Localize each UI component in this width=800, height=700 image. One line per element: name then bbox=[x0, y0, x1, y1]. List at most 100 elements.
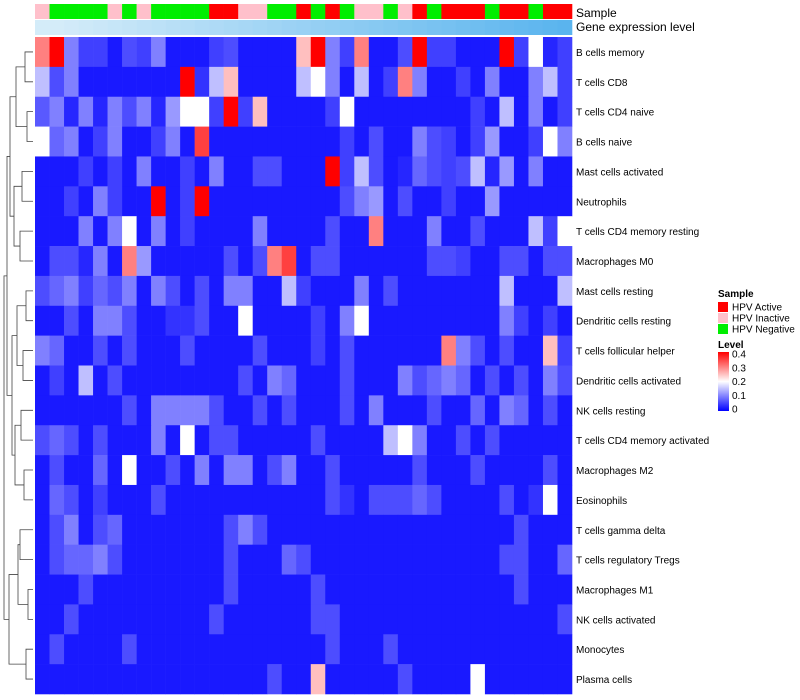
heatmap-cell bbox=[484, 126, 500, 157]
heatmap-cell bbox=[441, 246, 457, 277]
heatmap-cell bbox=[296, 634, 312, 665]
heatmap-cell bbox=[383, 156, 399, 187]
heatmap-cell bbox=[281, 574, 297, 605]
heatmap-cell bbox=[383, 186, 399, 217]
heatmap-cell bbox=[78, 634, 94, 665]
heatmap-cell bbox=[223, 455, 239, 486]
heatmap-cell bbox=[281, 126, 297, 157]
heatmap-cell bbox=[310, 425, 326, 456]
heatmap-cell bbox=[194, 275, 210, 307]
heatmap-cell bbox=[252, 66, 268, 98]
heatmap-cell bbox=[397, 574, 413, 605]
heatmap-cell bbox=[397, 275, 413, 307]
heatmap-cell bbox=[557, 126, 573, 157]
heatmap-cell bbox=[354, 395, 370, 426]
heatmap-cell bbox=[78, 96, 94, 127]
heatmap-cell bbox=[528, 246, 544, 277]
heatmap-cell bbox=[281, 484, 297, 516]
heatmap-cell bbox=[470, 425, 486, 456]
heatmap-cell bbox=[93, 96, 108, 127]
heatmap-cell bbox=[194, 126, 210, 157]
gene-expression-annotation-cell bbox=[470, 20, 486, 35]
heatmap-cell bbox=[513, 66, 529, 98]
sample-annotation-cell bbox=[513, 4, 529, 19]
heatmap-cell bbox=[354, 664, 370, 695]
heatmap-cell bbox=[383, 425, 399, 456]
heatmap-cell bbox=[296, 514, 312, 545]
heatmap-cell bbox=[252, 275, 268, 307]
heatmap-cell bbox=[455, 604, 471, 635]
heatmap-cell bbox=[499, 126, 515, 157]
gene-expression-annotation-bar bbox=[35, 20, 573, 35]
sample-annotation-cell bbox=[325, 4, 341, 19]
heatmap-cell bbox=[180, 634, 195, 665]
heatmap-cell bbox=[281, 305, 297, 336]
heatmap-cell bbox=[310, 126, 326, 157]
sample-annotation-cell bbox=[499, 4, 515, 19]
heatmap-cell bbox=[310, 37, 326, 68]
heatmap-cell bbox=[383, 484, 399, 516]
heatmap-cell bbox=[194, 37, 210, 68]
heatmap-cell bbox=[238, 544, 254, 575]
heatmap-cell bbox=[238, 514, 254, 545]
heatmap-cell bbox=[78, 186, 94, 217]
heatmap-cell bbox=[49, 514, 65, 545]
row-label: Macrophages M1 bbox=[576, 585, 654, 596]
heatmap-cell bbox=[122, 455, 137, 486]
heatmap-cell bbox=[252, 514, 268, 545]
heatmap-cell bbox=[470, 305, 486, 336]
heatmap-cell bbox=[223, 425, 239, 456]
heatmap-cell bbox=[513, 275, 529, 307]
heatmap-cell bbox=[499, 544, 515, 575]
heatmap-cell bbox=[107, 604, 123, 635]
heatmap-cell bbox=[107, 216, 123, 247]
heatmap-cell bbox=[93, 634, 108, 665]
heatmap-cell bbox=[310, 574, 326, 605]
heatmap-cell bbox=[383, 246, 399, 277]
heatmap-cell bbox=[383, 395, 399, 426]
heatmap-cell bbox=[281, 425, 297, 456]
heatmap-cell bbox=[267, 604, 283, 635]
heatmap-cell bbox=[136, 664, 152, 695]
heatmap-cell bbox=[455, 395, 471, 426]
heatmap-cell bbox=[499, 395, 515, 426]
heatmap-cell bbox=[93, 275, 108, 307]
heatmap-cell bbox=[557, 156, 573, 187]
heatmap-cell bbox=[49, 66, 65, 98]
heatmap-cell bbox=[310, 216, 326, 247]
heatmap-cell bbox=[542, 664, 558, 695]
heatmap-cell bbox=[223, 246, 239, 277]
heatmap-cell bbox=[383, 37, 399, 68]
heatmap-cell bbox=[441, 574, 457, 605]
heatmap-cell bbox=[122, 604, 137, 635]
sample-annotation-cell bbox=[122, 4, 137, 19]
heatmap-cell bbox=[339, 455, 355, 486]
heatmap-cell bbox=[383, 365, 399, 396]
heatmap-cell bbox=[557, 604, 573, 635]
heatmap-cell bbox=[107, 186, 123, 217]
heatmap-cell bbox=[281, 96, 297, 127]
heatmap-cell bbox=[325, 425, 341, 456]
heatmap-cell bbox=[470, 544, 486, 575]
sample-annotation-cell bbox=[470, 4, 486, 19]
heatmap-cell bbox=[136, 37, 152, 68]
heatmap-cell bbox=[296, 574, 312, 605]
heatmap-cell bbox=[354, 574, 370, 605]
heatmap-cell bbox=[354, 305, 370, 336]
heatmap-cell bbox=[122, 156, 137, 187]
heatmap-cell bbox=[49, 455, 65, 486]
heatmap-cell bbox=[151, 455, 166, 486]
heatmap-cell bbox=[64, 574, 79, 605]
heatmap-cell bbox=[310, 156, 326, 187]
sample-annotation-cell bbox=[528, 4, 544, 19]
heatmap-cell bbox=[281, 186, 297, 217]
heatmap-cell bbox=[426, 514, 442, 545]
heatmap-cell bbox=[354, 156, 370, 187]
heatmap-cell bbox=[542, 514, 558, 545]
heatmap-cell bbox=[93, 305, 108, 336]
heatmap-cell bbox=[165, 425, 181, 456]
heatmap-cell bbox=[426, 634, 442, 665]
heatmap-cell bbox=[397, 216, 413, 247]
heatmap-cell bbox=[397, 455, 413, 486]
heatmap-cell bbox=[165, 96, 181, 127]
